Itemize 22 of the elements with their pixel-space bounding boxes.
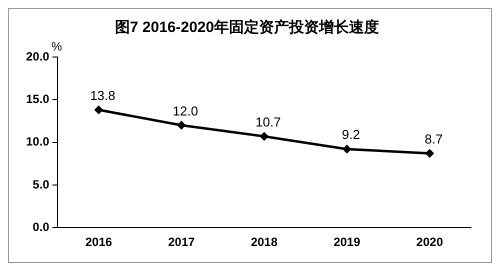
data-label: 9.2 [342,127,360,142]
point [342,144,352,154]
point [260,132,269,141]
chart-title: 图7 2016-2020年固定资产投资增长速度 [114,18,380,36]
point [425,148,434,158]
x-tick-label: 2017 [168,235,196,250]
data-label: 12.0 [172,103,198,118]
data-label: 8.7 [424,131,443,146]
y-tick-label: 0.0 [32,220,50,234]
x-tick-label: 2020 [416,235,444,250]
x-tick-label: 2016 [85,235,112,250]
y-tick-label: 5.0 [32,177,50,192]
x-tick-label: 2019 [334,235,361,250]
point [94,105,104,114]
data-label: 10.7 [256,114,281,130]
data-label: 13.8 [90,88,116,103]
y-tick-label: 15.0 [26,92,50,106]
y-tick-label: 20.0 [26,49,50,64]
y-axis-title: % [51,39,62,54]
point [176,120,186,130]
y-tick-label: 10.0 [26,134,50,149]
x-tick-label: 2018 [250,235,278,250]
